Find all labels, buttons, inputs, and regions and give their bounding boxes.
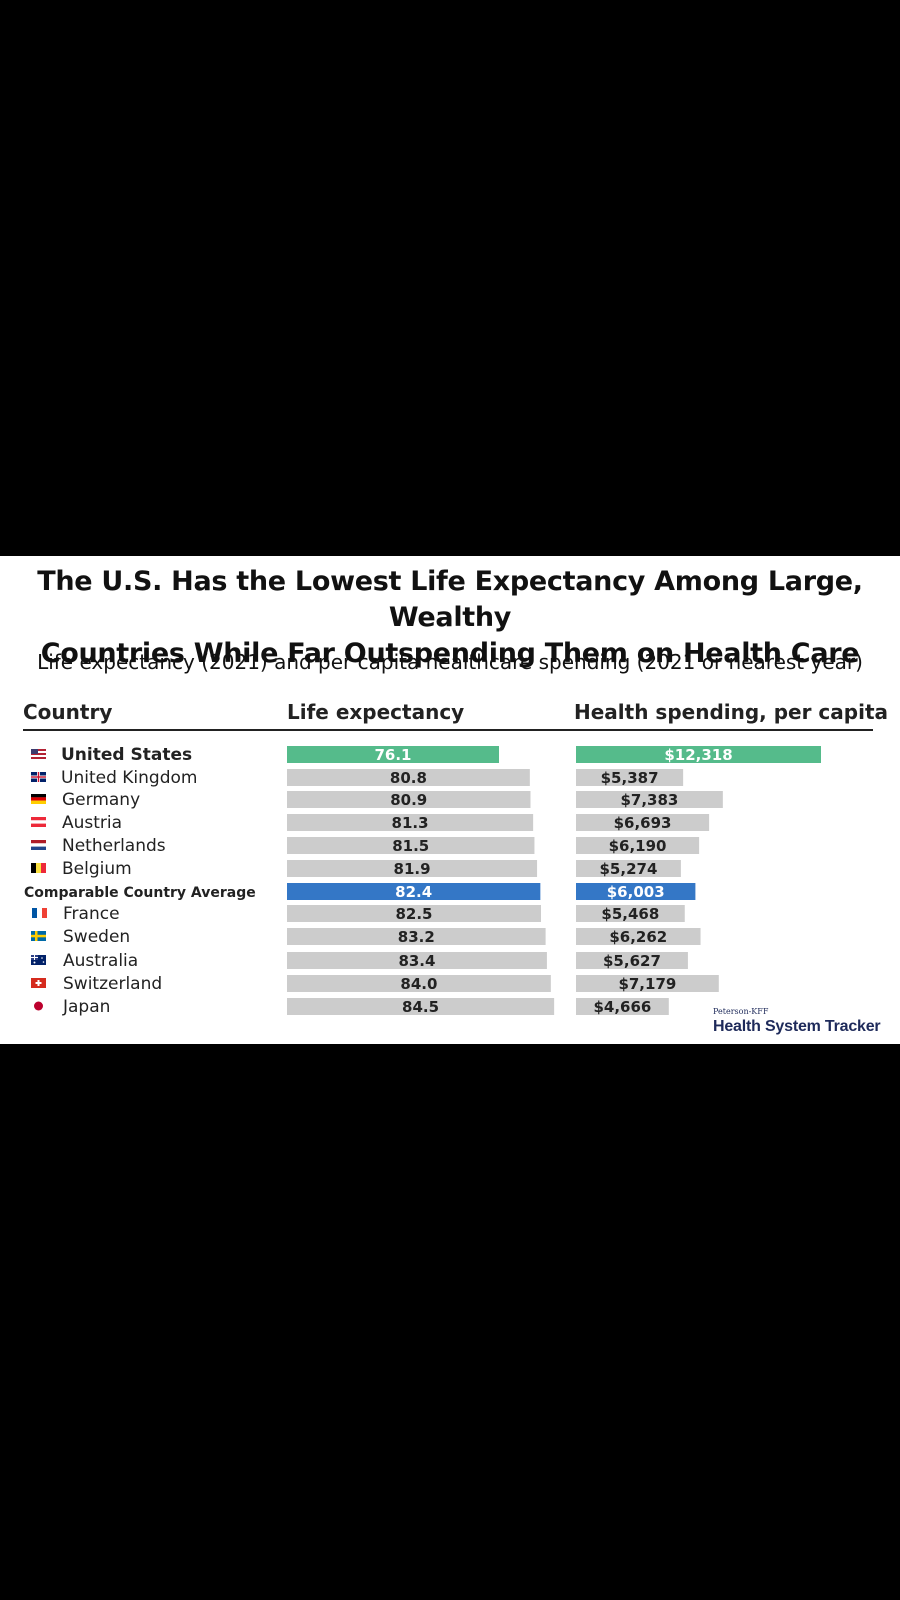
health-spending-value-label: $5,274 <box>600 860 658 878</box>
health-spending-value-label: $5,468 <box>601 905 659 923</box>
life-expectancy-value-label: 83.2 <box>398 928 435 946</box>
health-spending-value-label: $5,387 <box>601 769 659 787</box>
life-expectancy-value-label: 81.9 <box>394 860 431 878</box>
life-expectancy-value-label: 84.0 <box>400 975 437 993</box>
chart-title-line-1: The U.S. Has the Lowest Life Expectancy … <box>37 566 863 633</box>
life-expectancy-column-header: Life expectancy <box>287 700 465 724</box>
source-org-label: Peterson-KFF <box>713 1007 769 1016</box>
flag-at-icon <box>31 817 46 827</box>
country-label: Austria <box>62 813 122 833</box>
flag-au-icon <box>31 955 46 965</box>
life-expectancy-value-label: 82.5 <box>395 905 432 923</box>
health-spending-value-label: $4,666 <box>593 998 651 1016</box>
life-expectancy-value-label: 84.5 <box>402 998 439 1016</box>
life-expectancy-value-label: 83.4 <box>398 952 435 970</box>
life-expectancy-value-label: 80.8 <box>390 769 427 787</box>
health-spending-value-label: $6,003 <box>607 883 665 901</box>
health-spending-bar <box>576 814 710 831</box>
country-label: United Kingdom <box>61 768 197 788</box>
health-spending-value-label: $6,190 <box>609 837 667 855</box>
life-expectancy-bar <box>287 769 530 786</box>
flag-ch-icon <box>31 978 46 988</box>
life-expectancy-value-label: 81.3 <box>392 814 429 832</box>
health-spending-bar <box>576 905 685 922</box>
country-label: United States <box>61 745 192 765</box>
health-spending-bar <box>576 769 684 786</box>
health-spending-bar <box>576 975 719 992</box>
chart-title-line-2: Countries While Far Outspending Them on … <box>40 638 860 669</box>
health-spending-bar <box>576 860 681 877</box>
life-expectancy-bar <box>287 746 499 763</box>
chart-card: The U.S. Has the Lowest Life Expectancy … <box>0 556 900 1044</box>
life-expectancy-bar <box>287 952 547 969</box>
life-expectancy-value-label: 80.9 <box>390 791 427 809</box>
health-spending-bar <box>576 928 701 945</box>
country-label: France <box>63 904 120 924</box>
country-label: Australia <box>63 951 138 971</box>
flag-se-icon <box>31 931 46 941</box>
flag-nl-icon <box>31 840 46 850</box>
country-label: Sweden <box>63 927 130 947</box>
life-expectancy-bar <box>287 814 534 831</box>
health-spending-bar <box>576 791 723 808</box>
chart-subtitle: Life expectancy (2021) and per capita he… <box>37 650 863 674</box>
flag-fr-icon <box>32 908 47 918</box>
flag-jp-icon <box>34 1001 43 1011</box>
life-expectancy-bar <box>287 998 555 1015</box>
country-label: Comparable Country Average <box>24 885 256 901</box>
country-label: Germany <box>62 790 140 810</box>
life-expectancy-bar <box>287 791 531 808</box>
health-spending-bar <box>576 952 688 969</box>
country-label: Switzerland <box>63 974 162 994</box>
life-expectancy-value-label: 82.4 <box>395 883 432 901</box>
health-spending-bar <box>576 837 700 854</box>
country-column-header: Country <box>23 700 113 724</box>
life-expectancy-bar <box>287 928 546 945</box>
flag-uk-icon <box>31 772 46 782</box>
health-spending-value-label: $5,627 <box>603 952 661 970</box>
life-expectancy-bar <box>287 975 551 992</box>
bar-chart: United States 76.1 $12,318 United Kingdom 80… <box>24 745 821 1017</box>
flag-be-icon <box>31 863 46 873</box>
country-label: Japan <box>62 997 110 1017</box>
country-label: Netherlands <box>62 836 166 856</box>
health-spending-value-label: $6,262 <box>609 928 667 946</box>
health-spending-bar <box>576 883 696 900</box>
health-spending-value-label: $7,383 <box>620 791 678 809</box>
life-expectancy-value-label: 76.1 <box>374 746 411 764</box>
flag-us-icon <box>31 749 46 759</box>
flag-de-icon <box>31 794 46 804</box>
health-spending-value-label: $6,693 <box>614 814 672 832</box>
health-spending-bar <box>576 998 669 1015</box>
header-rule <box>23 729 873 731</box>
chart-title: The U.S. Has the Lowest Life Expectancy … <box>0 564 900 672</box>
life-expectancy-bar <box>287 860 538 877</box>
life-expectancy-bar <box>287 883 541 900</box>
life-expectancy-value-label: 81.5 <box>392 837 429 855</box>
life-expectancy-bar <box>287 905 542 922</box>
health-spending-bar <box>576 746 821 763</box>
health-spending-value-label: $7,179 <box>618 975 676 993</box>
health-spending-value-label: $12,318 <box>664 746 732 764</box>
source-logo: Health System Tracker <box>713 1018 881 1035</box>
country-label: Belgium <box>62 859 132 879</box>
life-expectancy-bar <box>287 837 535 854</box>
health-spending-column-header: Health spending, per capita <box>574 700 889 724</box>
